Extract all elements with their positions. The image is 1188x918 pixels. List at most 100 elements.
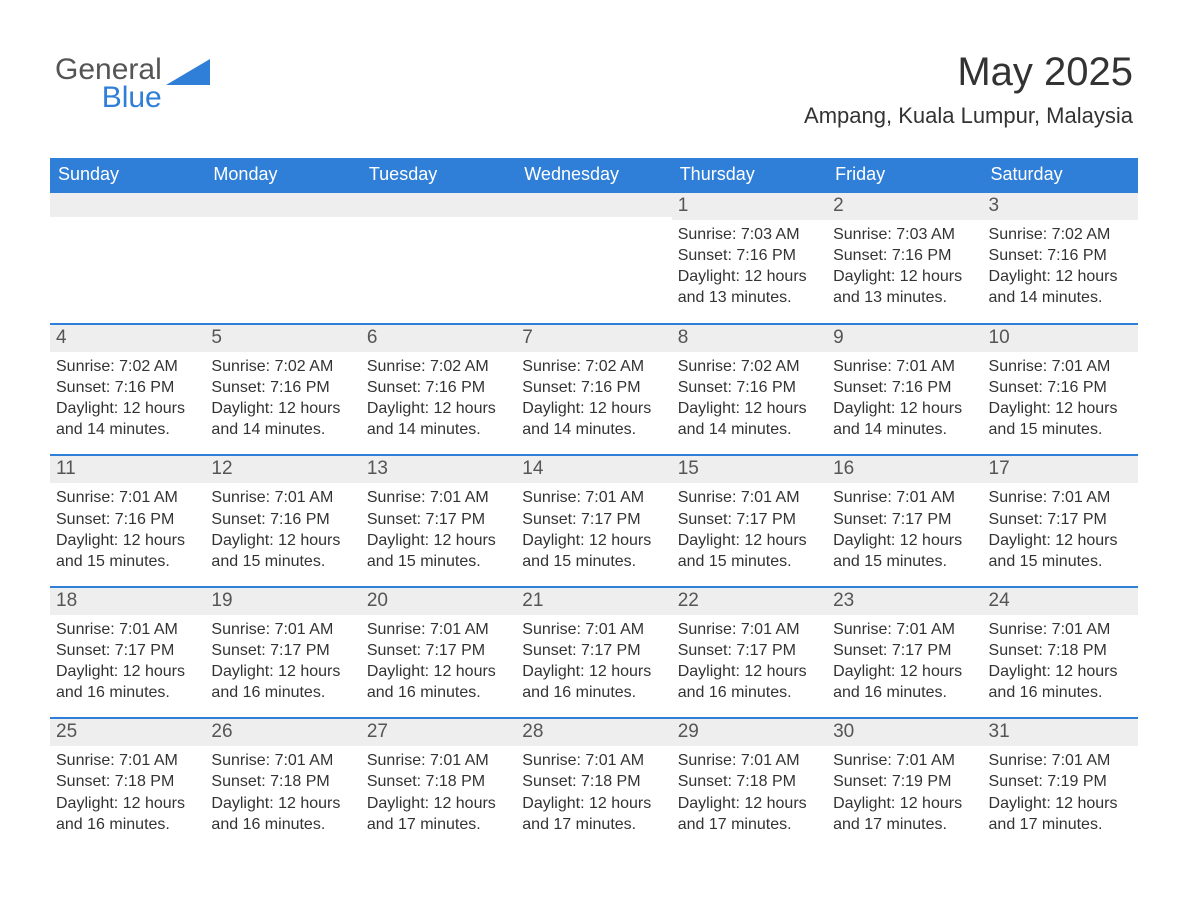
day-cell: 29Sunrise: 7:01 AMSunset: 7:18 PMDayligh… bbox=[672, 719, 827, 848]
day-cell: 12Sunrise: 7:01 AMSunset: 7:16 PMDayligh… bbox=[205, 456, 360, 585]
day-number: 31 bbox=[983, 719, 1138, 746]
day-daylight_l1: Daylight: 12 hours bbox=[522, 398, 665, 419]
day-sunrise: Sunrise: 7:03 AM bbox=[833, 224, 976, 245]
day-sunrise: Sunrise: 7:01 AM bbox=[367, 750, 510, 771]
day-daylight_l2: and 14 minutes. bbox=[56, 419, 199, 440]
day-sunset: Sunset: 7:17 PM bbox=[678, 509, 821, 530]
day-number: 30 bbox=[827, 719, 982, 746]
day-daylight_l2: and 15 minutes. bbox=[367, 551, 510, 572]
day-body bbox=[50, 217, 205, 235]
day-cell bbox=[50, 193, 205, 323]
day-sunrise: Sunrise: 7:01 AM bbox=[211, 619, 354, 640]
day-sunrise: Sunrise: 7:01 AM bbox=[989, 487, 1132, 508]
day-sunset: Sunset: 7:17 PM bbox=[211, 640, 354, 661]
day-sunset: Sunset: 7:18 PM bbox=[989, 640, 1132, 661]
day-cell bbox=[361, 193, 516, 323]
day-sunrise: Sunrise: 7:02 AM bbox=[367, 356, 510, 377]
day-body: Sunrise: 7:01 AMSunset: 7:17 PMDaylight:… bbox=[672, 483, 827, 585]
day-daylight_l1: Daylight: 12 hours bbox=[211, 530, 354, 551]
day-sunrise: Sunrise: 7:02 AM bbox=[678, 356, 821, 377]
day-body: Sunrise: 7:01 AMSunset: 7:17 PMDaylight:… bbox=[205, 615, 360, 717]
day-cell: 5Sunrise: 7:02 AMSunset: 7:16 PMDaylight… bbox=[205, 325, 360, 454]
day-sunset: Sunset: 7:19 PM bbox=[833, 771, 976, 792]
logo-word-2: Blue bbox=[55, 83, 162, 113]
calendar-body: 1 Sunrise: 7:03 AM Sunset: 7:16 PM Daylight… bbox=[50, 193, 1138, 849]
day-body: Sunrise: 7:01 AMSunset: 7:16 PMDaylight:… bbox=[205, 483, 360, 585]
day-daylight_l2: and 15 minutes. bbox=[522, 551, 665, 572]
day-daylight_l1: Daylight: 12 hours bbox=[833, 266, 976, 287]
day-body: Sunrise: 7:01 AMSunset: 7:18 PMDaylight:… bbox=[361, 746, 516, 848]
day-body: Sunrise: 7:01 AMSunset: 7:16 PMDaylight:… bbox=[827, 352, 982, 454]
day-number: 2 bbox=[827, 193, 982, 220]
day-body bbox=[361, 217, 516, 235]
day-daylight_l1: Daylight: 12 hours bbox=[678, 793, 821, 814]
day-daylight_l2: and 13 minutes. bbox=[833, 287, 976, 308]
day-sunset: Sunset: 7:17 PM bbox=[678, 640, 821, 661]
day-daylight_l1: Daylight: 12 hours bbox=[367, 793, 510, 814]
day-daylight_l1: Daylight: 12 hours bbox=[56, 661, 199, 682]
day-number: 19 bbox=[205, 588, 360, 615]
day-sunset: Sunset: 7:17 PM bbox=[56, 640, 199, 661]
day-body: Sunrise: 7:01 AMSunset: 7:17 PMDaylight:… bbox=[516, 615, 671, 717]
day-daylight_l2: and 15 minutes. bbox=[211, 551, 354, 572]
day-daylight_l1: Daylight: 12 hours bbox=[678, 530, 821, 551]
day-cell: 10Sunrise: 7:01 AMSunset: 7:16 PMDayligh… bbox=[983, 325, 1138, 454]
day-cell: 25Sunrise: 7:01 AMSunset: 7:18 PMDayligh… bbox=[50, 719, 205, 848]
header: May 2025 Ampang, Kuala Lumpur, Malaysia bbox=[804, 50, 1133, 129]
day-sunrise: Sunrise: 7:01 AM bbox=[522, 487, 665, 508]
day-daylight_l1: Daylight: 12 hours bbox=[678, 266, 821, 287]
day-daylight_l1: Daylight: 12 hours bbox=[989, 398, 1132, 419]
day-sunset: Sunset: 7:16 PM bbox=[989, 245, 1132, 266]
day-sunrise: Sunrise: 7:01 AM bbox=[989, 356, 1132, 377]
day-sunset: Sunset: 7:18 PM bbox=[678, 771, 821, 792]
day-sunrise: Sunrise: 7:01 AM bbox=[833, 356, 976, 377]
day-cell: 26Sunrise: 7:01 AMSunset: 7:18 PMDayligh… bbox=[205, 719, 360, 848]
day-body: Sunrise: 7:02 AMSunset: 7:16 PMDaylight:… bbox=[983, 220, 1138, 322]
day-daylight_l1: Daylight: 12 hours bbox=[989, 793, 1132, 814]
day-cell: 23Sunrise: 7:01 AMSunset: 7:17 PMDayligh… bbox=[827, 588, 982, 717]
day-sunset: Sunset: 7:18 PM bbox=[522, 771, 665, 792]
day-number bbox=[516, 193, 671, 217]
weekday-header: Monday bbox=[205, 158, 360, 193]
day-sunset: Sunset: 7:17 PM bbox=[522, 640, 665, 661]
day-daylight_l2: and 14 minutes. bbox=[833, 419, 976, 440]
day-body: Sunrise: 7:01 AMSunset: 7:19 PMDaylight:… bbox=[827, 746, 982, 848]
day-number: 25 bbox=[50, 719, 205, 746]
week-row: 11Sunrise: 7:01 AMSunset: 7:16 PMDayligh… bbox=[50, 454, 1138, 585]
page-title: May 2025 bbox=[804, 50, 1133, 95]
day-number: 21 bbox=[516, 588, 671, 615]
day-sunset: Sunset: 7:16 PM bbox=[833, 377, 976, 398]
day-body: Sunrise: 7:01 AMSunset: 7:17 PMDaylight:… bbox=[672, 615, 827, 717]
day-sunset: Sunset: 7:17 PM bbox=[833, 640, 976, 661]
day-body: Sunrise: 7:01 AMSunset: 7:16 PMDaylight:… bbox=[983, 352, 1138, 454]
location-text: Ampang, Kuala Lumpur, Malaysia bbox=[804, 103, 1133, 129]
day-sunset: Sunset: 7:17 PM bbox=[989, 509, 1132, 530]
day-number: 1 bbox=[672, 193, 827, 220]
day-daylight_l1: Daylight: 12 hours bbox=[833, 661, 976, 682]
day-body: Sunrise: 7:01 AMSunset: 7:17 PMDaylight:… bbox=[361, 615, 516, 717]
day-body: Sunrise: 7:01 AMSunset: 7:18 PMDaylight:… bbox=[516, 746, 671, 848]
day-sunrise: Sunrise: 7:01 AM bbox=[522, 619, 665, 640]
week-row: 4Sunrise: 7:02 AMSunset: 7:16 PMDaylight… bbox=[50, 323, 1138, 454]
day-body: Sunrise: 7:01 AMSunset: 7:17 PMDaylight:… bbox=[827, 615, 982, 717]
day-daylight_l2: and 14 minutes. bbox=[211, 419, 354, 440]
day-daylight_l2: and 16 minutes. bbox=[211, 682, 354, 703]
week-row: 25Sunrise: 7:01 AMSunset: 7:18 PMDayligh… bbox=[50, 717, 1138, 848]
day-number: 28 bbox=[516, 719, 671, 746]
day-cell: 19Sunrise: 7:01 AMSunset: 7:17 PMDayligh… bbox=[205, 588, 360, 717]
day-cell: 21Sunrise: 7:01 AMSunset: 7:17 PMDayligh… bbox=[516, 588, 671, 717]
day-daylight_l1: Daylight: 12 hours bbox=[833, 793, 976, 814]
day-daylight_l2: and 13 minutes. bbox=[678, 287, 821, 308]
day-body: Sunrise: 7:02 AMSunset: 7:16 PMDaylight:… bbox=[672, 352, 827, 454]
day-sunrise: Sunrise: 7:01 AM bbox=[367, 619, 510, 640]
weekday-header: Saturday bbox=[983, 158, 1138, 193]
day-cell: 16Sunrise: 7:01 AMSunset: 7:17 PMDayligh… bbox=[827, 456, 982, 585]
day-number: 24 bbox=[983, 588, 1138, 615]
day-daylight_l1: Daylight: 12 hours bbox=[56, 793, 199, 814]
day-daylight_l2: and 15 minutes. bbox=[678, 551, 821, 572]
day-number: 13 bbox=[361, 456, 516, 483]
day-cell bbox=[205, 193, 360, 323]
day-daylight_l1: Daylight: 12 hours bbox=[367, 530, 510, 551]
day-sunrise: Sunrise: 7:01 AM bbox=[833, 487, 976, 508]
weekday-header-row: Sunday Monday Tuesday Wednesday Thursday… bbox=[50, 158, 1138, 193]
